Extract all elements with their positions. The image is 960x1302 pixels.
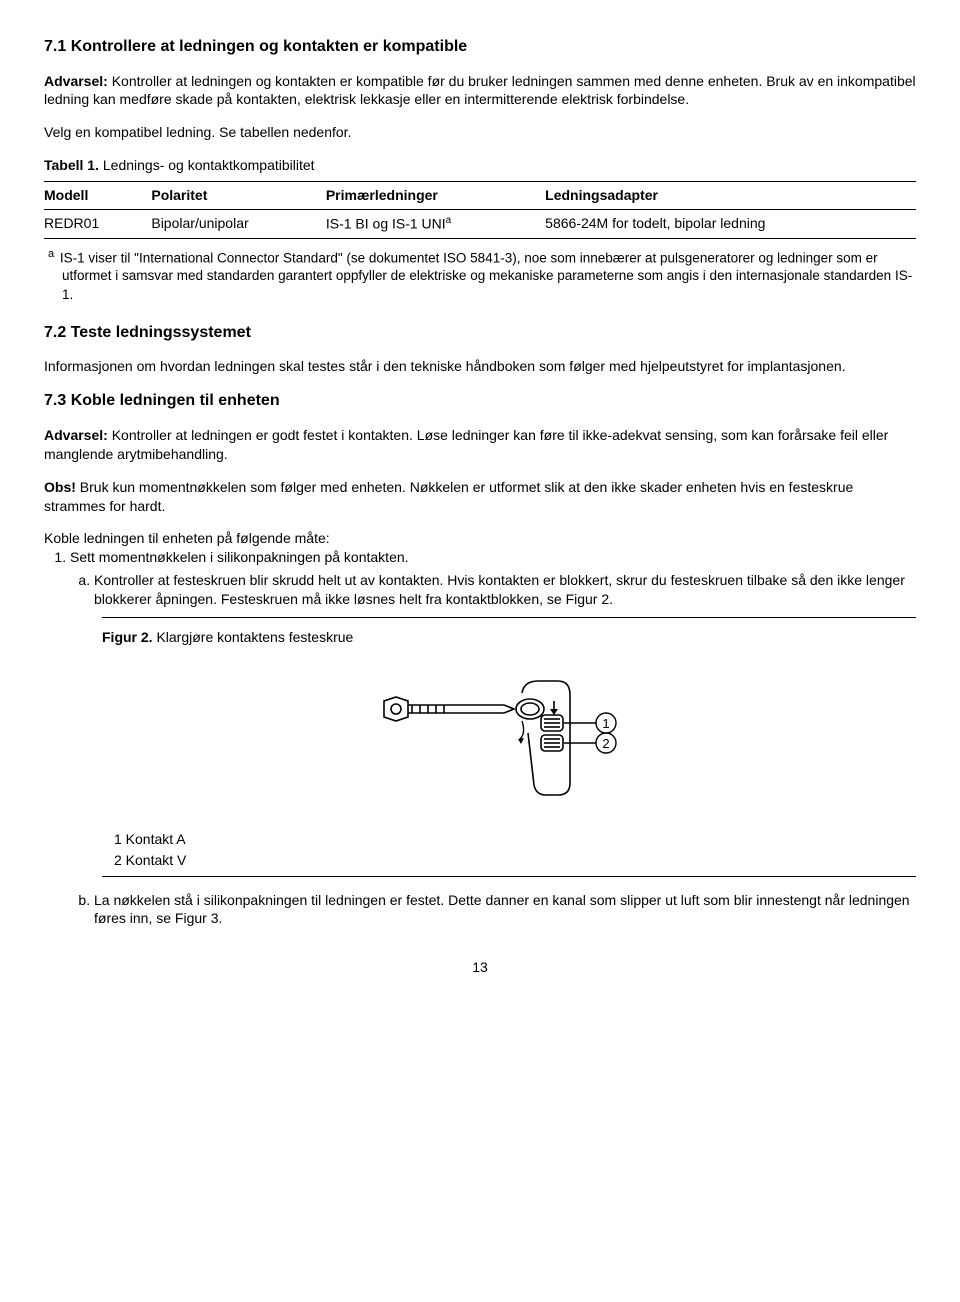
svg-text:2: 2	[602, 736, 609, 751]
footnote-marker: a	[48, 248, 54, 260]
heading-7-2: 7.2 Teste ledningssystemet	[44, 322, 916, 344]
table-header-row: Modell Polaritet Primærledninger Ledning…	[44, 182, 916, 210]
table-1-title-rest: Lednings- og kontaktkompatibilitet	[99, 157, 315, 173]
col-model: Modell	[44, 182, 151, 210]
figure-rule-top	[102, 617, 916, 618]
cell-primary: IS-1 BI og IS-1 UNIa	[326, 210, 545, 239]
step-1b: La nøkkelen stå i silikonpakningen til l…	[94, 891, 916, 929]
table-1-title-bold: Tabell 1.	[44, 157, 99, 173]
warning-text: Kontroller at ledningen og kontakten er …	[44, 73, 916, 108]
warning-7-3: Advarsel: Kontroller at ledningen er god…	[44, 426, 916, 464]
warning-label-2: Advarsel:	[44, 427, 108, 443]
warning-label: Advarsel:	[44, 73, 108, 89]
step-1a: Kontroller at festeskruen blir skrudd he…	[94, 571, 916, 609]
step-1: Sett momentnøkkelen i silikonpakningen p…	[70, 548, 916, 928]
svg-text:1: 1	[602, 716, 609, 731]
steps-list: Sett momentnøkkelen i silikonpakningen p…	[44, 548, 916, 928]
table-1-title: Tabell 1. Lednings- og kontaktkompatibil…	[44, 156, 916, 175]
steps-intro: Koble ledningen til enheten på følgende …	[44, 529, 916, 548]
cell-model: REDR01	[44, 210, 151, 239]
figure-2-legend: 1 Kontakt A 2 Kontakt V	[102, 830, 916, 870]
col-primary: Primærledninger	[326, 182, 545, 210]
cell-primary-text: IS-1 BI og IS-1 UNI	[326, 216, 446, 232]
col-adapter: Ledningsadapter	[545, 182, 916, 210]
substeps-list-2: La nøkkelen stå i silikonpakningen til l…	[70, 891, 916, 929]
substeps-list: Kontroller at festeskruen blir skrudd he…	[70, 571, 916, 609]
obs-7-3: Obs! Bruk kun momentnøkkelen som følger …	[44, 478, 916, 516]
table-compatibility: Modell Polaritet Primærledninger Ledning…	[44, 181, 916, 238]
col-polarity: Polaritet	[151, 182, 325, 210]
cell-primary-sup: a	[446, 215, 452, 226]
warning-7-1: Advarsel: Kontroller at ledningen og kon…	[44, 72, 916, 110]
heading-7-3: 7.3 Koble ledningen til enheten	[44, 390, 916, 412]
figure-2-svg-container: 1 2	[102, 651, 916, 828]
table-row: REDR01 Bipolar/unipolar IS-1 BI og IS-1 …	[44, 210, 916, 239]
table-footnote: a IS-1 viser til "International Connecto…	[44, 247, 916, 304]
cell-adapter: 5866-24M for todelt, bipolar ledning	[545, 210, 916, 239]
figure-2-block: Figur 2. Klargjøre kontaktens festeskrue	[102, 617, 916, 877]
warning-text-2: Kontroller at ledningen er godt festet i…	[44, 427, 888, 462]
heading-7-1: 7.1 Kontrollere at ledningen og kontakte…	[44, 36, 916, 58]
step-1-text: Sett momentnøkkelen i silikonpakningen p…	[70, 549, 409, 565]
cell-polarity: Bipolar/unipolar	[151, 210, 325, 239]
footnote-text: IS-1 viser til "International Connector …	[60, 250, 912, 301]
figure-2-title-bold: Figur 2.	[102, 629, 153, 645]
obs-text: Bruk kun momentnøkkelen som følger med e…	[44, 479, 853, 514]
figure-2-illustration: 1 2	[344, 661, 674, 811]
figure-2-title: Figur 2. Klargjøre kontaktens festeskrue	[102, 624, 916, 651]
figure-rule-bottom	[102, 876, 916, 877]
figure-2-title-rest: Klargjøre kontaktens festeskrue	[153, 629, 354, 645]
obs-label: Obs!	[44, 479, 76, 495]
page-number: 13	[44, 958, 916, 977]
para-select-cable: Velg en kompatibel ledning. Se tabellen …	[44, 123, 916, 142]
legend-item-1: 1 Kontakt A	[114, 830, 916, 849]
legend-item-2: 2 Kontakt V	[114, 851, 916, 870]
para-7-2: Informasjonen om hvordan ledningen skal …	[44, 357, 916, 376]
